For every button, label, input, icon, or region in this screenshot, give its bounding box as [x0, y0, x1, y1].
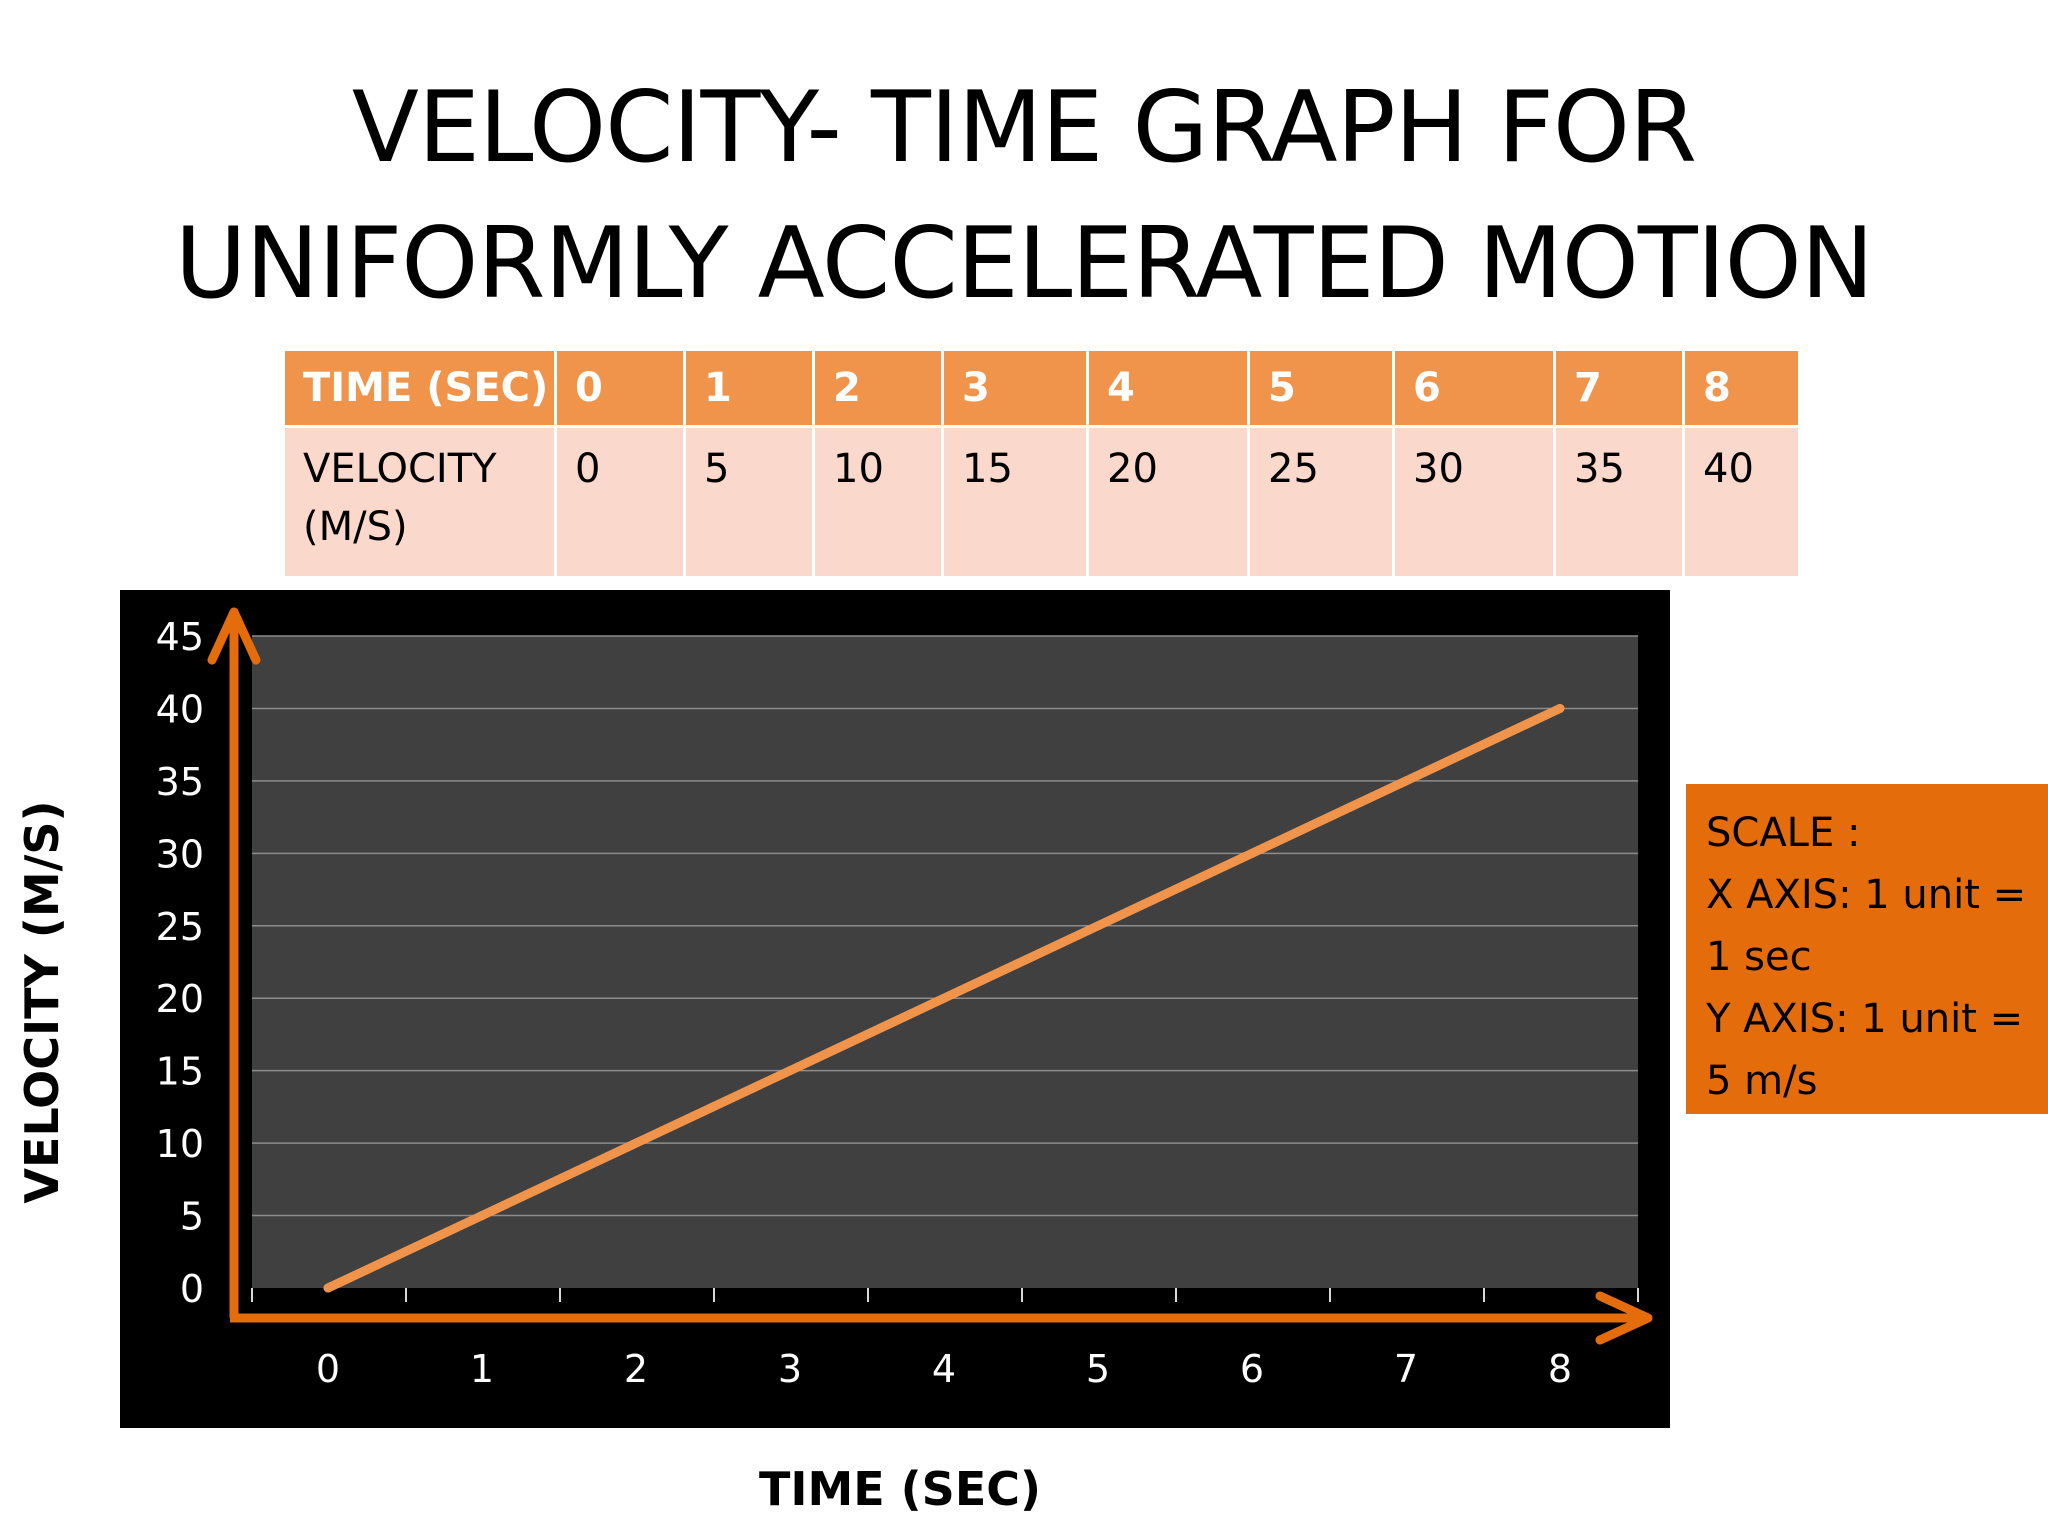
table-cell: 30: [1392, 425, 1556, 579]
table-header-cell: 0: [554, 348, 686, 428]
x-tick-label: 2: [624, 1347, 648, 1391]
table-cell: 10: [812, 425, 944, 579]
plot-area: [252, 636, 1638, 1288]
data-point: [1247, 848, 1257, 858]
x-tick-label: 3: [778, 1347, 802, 1391]
table-row-label: VELOCITY (M/S): [282, 425, 557, 579]
scale-x-line-2: 1 sec: [1706, 934, 1812, 980]
table-cell: 15: [941, 425, 1089, 579]
table-header-cell: 3: [941, 348, 1089, 428]
table-header-row: TIME (SEC) 0 1 2 3 4 5 6 7 8: [282, 348, 1801, 428]
x-tick-label: 4: [932, 1347, 956, 1391]
x-axis-arrowhead: [1595, 1291, 1653, 1345]
x-tick-label: 1: [470, 1347, 494, 1391]
y-axis-label: VELOCITY (M/S): [15, 800, 69, 1204]
y-tick-label: 45: [156, 615, 204, 659]
table-cell: 0: [554, 425, 686, 579]
scale-y-line-1: Y AXIS: 1 unit =: [1706, 996, 2024, 1042]
table-header-label: TIME (SEC): [282, 348, 557, 428]
chart-container: 0 5 10 15 20 25 30 35 40 45 0 1 2 3 4 5 6 7 8: [120, 590, 1670, 1428]
y-tick-label: 30: [156, 832, 204, 876]
title-line-1: VELOCITY- TIME GRAPH FOR: [351, 71, 1697, 185]
table-header-cell: 1: [683, 348, 815, 428]
data-table: TIME (SEC) 0 1 2 3 4 5 6 7 8 VELOCITY (M…: [282, 348, 1801, 579]
table-header-cell: 6: [1392, 348, 1556, 428]
y-tick-label: 20: [156, 977, 204, 1021]
x-tick-label: 7: [1394, 1347, 1418, 1391]
y-axis-arrowhead: [207, 607, 261, 665]
table-row: VELOCITY (M/S) 0 5 10 15 20 25 30 35 40: [282, 425, 1801, 579]
data-point: [477, 1211, 487, 1221]
title-line-2: UNIFORMLY ACCELERATED MOTION: [174, 207, 1874, 321]
table-header-cell: 5: [1247, 348, 1395, 428]
data-point: [1401, 776, 1411, 786]
table-header-cell: 2: [812, 348, 944, 428]
y-tick-label: 35: [156, 760, 204, 804]
page-title: VELOCITY- TIME GRAPH FOR UNIFORMLY ACCEL…: [0, 60, 2048, 332]
scale-y-line-2: 5 m/s: [1706, 1058, 1818, 1104]
data-point: [939, 993, 949, 1003]
x-tick-label: 5: [1086, 1347, 1110, 1391]
scale-heading: SCALE :: [1706, 810, 1861, 856]
data-point: [1555, 703, 1565, 713]
table-header-cell: 4: [1086, 348, 1250, 428]
table-cell: 5: [683, 425, 815, 579]
scale-note: SCALE : X AXIS: 1 unit = 1 sec Y AXIS: 1…: [1686, 784, 2048, 1114]
y-tick-label: 25: [156, 905, 204, 949]
table-cell: 20: [1086, 425, 1250, 579]
table-header-cell: 7: [1553, 348, 1685, 428]
x-tick-label: 6: [1240, 1347, 1264, 1391]
x-tick-label: 0: [316, 1347, 340, 1391]
y-tick-label: 0: [180, 1267, 204, 1311]
table-cell: 40: [1682, 425, 1801, 579]
data-point: [323, 1283, 333, 1293]
data-point: [1093, 921, 1103, 931]
y-tick-label: 40: [156, 687, 204, 731]
y-tick-label: 5: [180, 1195, 204, 1239]
x-axis-label: TIME (SEC): [758, 1462, 1042, 1516]
table-cell: 35: [1553, 425, 1685, 579]
x-tick-label: 8: [1548, 1347, 1572, 1391]
y-tick-label: 15: [156, 1050, 204, 1094]
table-header-cell: 8: [1682, 348, 1801, 428]
data-point: [785, 1066, 795, 1076]
data-point: [631, 1138, 641, 1148]
scale-x-line-1: X AXIS: 1 unit =: [1706, 872, 2027, 918]
y-tick-label: 10: [156, 1122, 204, 1166]
table-cell: 25: [1247, 425, 1395, 579]
